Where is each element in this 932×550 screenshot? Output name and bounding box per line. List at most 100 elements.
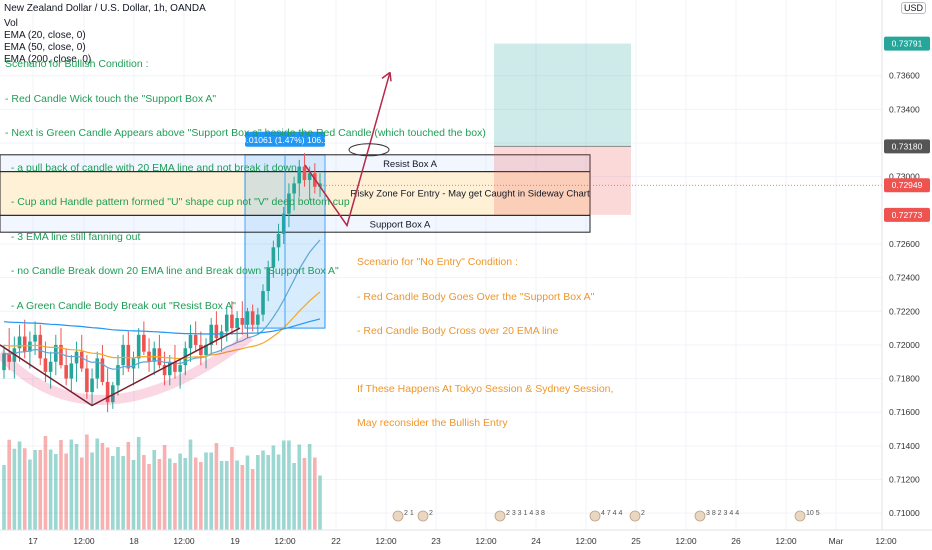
volume-bar (173, 463, 177, 530)
candle-body (17, 336, 22, 349)
ema50-legend: EMA (50, close, 0) (4, 42, 86, 53)
candle-body (199, 344, 203, 356)
candle-body (261, 291, 265, 315)
volume-bar (188, 439, 193, 530)
candle-body (74, 351, 79, 364)
volume-bar (230, 447, 234, 530)
candle-body (95, 358, 100, 379)
price-axis[interactable]: 0.736000.734000.732000.730000.726000.724… (881, 0, 932, 550)
candle-body (230, 314, 234, 329)
x-tick-label: 12:00 (475, 536, 497, 546)
volume-bar (313, 457, 317, 530)
candle-body (307, 173, 312, 181)
price-tag (884, 178, 930, 193)
ema200-line (3, 318, 321, 335)
volume-bar (28, 459, 32, 530)
volume-bar (116, 447, 120, 530)
note-line: Scenario for "No Entry" Condition : (357, 256, 518, 268)
price-tag-label: 0.73791 (892, 39, 923, 49)
x-tick-label: 12:00 (173, 536, 195, 546)
note-line: If These Happens At Tokyo Session & Sydn… (357, 382, 614, 395)
y-tick-label: 0.71400 (889, 441, 920, 451)
volume-bar (240, 465, 245, 530)
candle-body (178, 365, 182, 372)
volume-bar (22, 448, 27, 530)
note-line: Scenario for Bullish Condition : (5, 58, 149, 70)
candle-body (22, 336, 27, 352)
event-count-label: 2 (641, 510, 645, 517)
volume-bars (2, 434, 322, 530)
currency-badge[interactable]: USD (900, 2, 926, 14)
cup-shape (0, 332, 254, 405)
volume-bar (48, 449, 53, 530)
risky-zone-label: Risky Zone For Entry - May get Caught in… (350, 188, 590, 199)
stop-zone (494, 146, 631, 215)
measure-label: 0.01061 (1.47%) 106.1 (242, 135, 329, 145)
note-line: - Red Candle Wick touch the "Support Box… (5, 92, 217, 105)
drawings: 0.01061 (1.47%) 106.1 2 1 2 2 3 3 1 4 3 8 4 … (0, 71, 882, 522)
y-tick-label: 0.72200 (889, 306, 920, 316)
note-line: - a pull back of candle with 20 EMA line… (5, 161, 297, 174)
x-tick-label: 19 (230, 536, 240, 546)
volume-bar (287, 440, 291, 530)
volume-bar (183, 458, 188, 530)
arrow-head-icon (381, 71, 392, 82)
candle-body (287, 193, 291, 214)
volume-bar (193, 457, 198, 530)
volume-bar (261, 450, 265, 530)
volume-bar (7, 439, 11, 530)
price-tag-label: 0.72949 (892, 180, 923, 190)
volume-bar (136, 437, 141, 530)
ema50-line (3, 291, 321, 360)
event-count-label: 4 7 4 4 (601, 510, 623, 517)
volume-bar (245, 455, 250, 530)
volume-bar (79, 457, 84, 530)
candle-body (256, 314, 260, 325)
volume-bar (142, 455, 146, 530)
event-flag-icon (589, 510, 601, 522)
candle-body (64, 365, 68, 379)
candle-body (162, 365, 167, 376)
ema200-legend: EMA (200, close, 0) (4, 54, 92, 65)
volume-bar (90, 452, 94, 530)
y-tick-label: 0.73600 (889, 71, 920, 81)
resist-box (0, 154, 591, 173)
candle-body (131, 358, 136, 369)
volume-bar (69, 439, 74, 530)
volume-bar (100, 443, 105, 530)
volume-bar (126, 442, 131, 530)
volume-bar (167, 458, 172, 530)
volume-bar (302, 458, 307, 530)
candle-body (292, 183, 296, 194)
volume-bar (59, 440, 63, 530)
volume-bar (235, 460, 239, 530)
x-tick-label: 12:00 (375, 536, 397, 546)
y-tick-label: 0.71600 (889, 407, 920, 417)
event-flag-icon (694, 510, 706, 522)
y-tick-label: 0.72400 (889, 273, 920, 283)
candle-body (100, 358, 105, 382)
event-flag-icon (629, 510, 641, 522)
price-axis-bg (882, 0, 932, 550)
candle-body (110, 385, 115, 403)
time-axis[interactable]: 17 12:00 18 12:00 19 12:00 22 12:00 23 12:00 24 12:… (0, 529, 932, 550)
event-count-label: 10 5 (806, 510, 820, 517)
volume-bar (131, 460, 136, 530)
candle-body (167, 361, 172, 376)
note-line: - Red Candle Body Cross over 20 EMA line (357, 325, 559, 337)
symbol-title: New Zealand Dollar / U.S. Dollar, 1h, OA… (4, 3, 206, 14)
candle-body (2, 353, 6, 371)
volume-bar (276, 454, 281, 530)
event-flag-icon (794, 510, 806, 522)
volume-bar (12, 448, 17, 530)
candle-body (245, 311, 250, 325)
volume-bar (214, 443, 219, 530)
event-count-label: 3 8 2 3 4 4 (706, 510, 739, 517)
candle-body (38, 334, 43, 359)
candle-body (250, 311, 255, 325)
breakout-ellipse (348, 143, 390, 157)
volume-bar (250, 469, 255, 530)
candle-body (43, 358, 48, 372)
